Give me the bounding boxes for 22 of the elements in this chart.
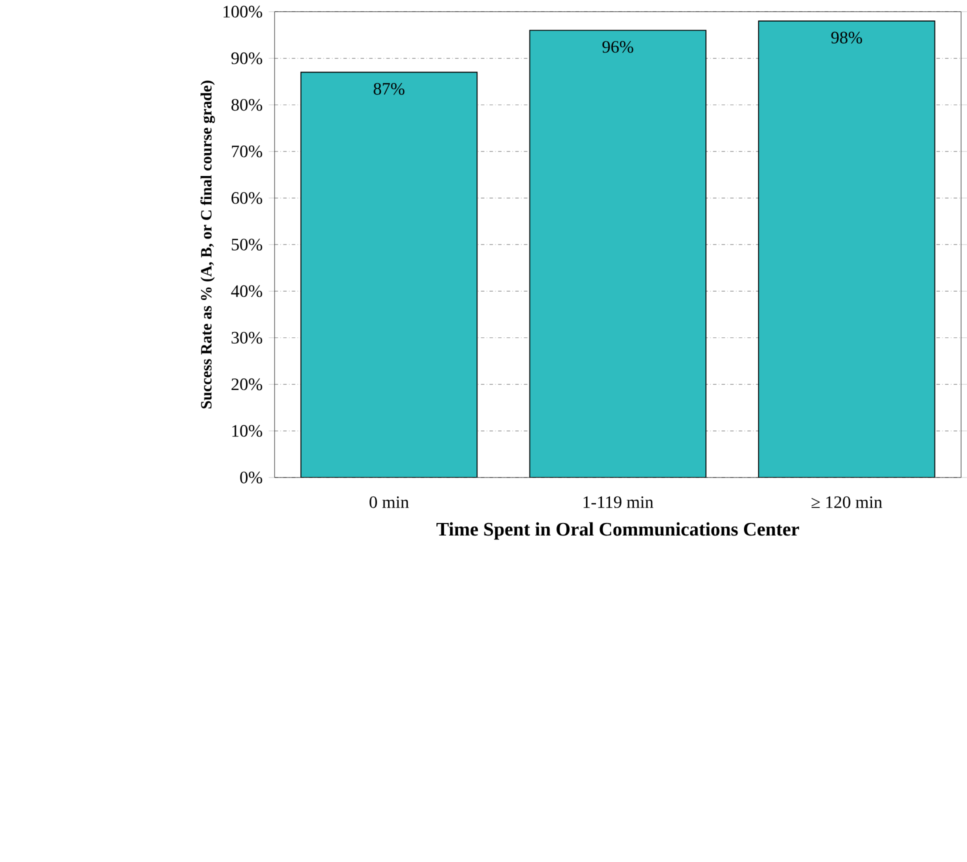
data-label: 98% bbox=[831, 32, 862, 44]
x-tick-label: 1-119 min bbox=[584, 496, 654, 508]
y-tick-label: 30% bbox=[232, 332, 262, 344]
y-tick-label: 0% bbox=[240, 472, 262, 484]
x-tick-label: 0 min bbox=[370, 496, 409, 508]
bar bbox=[758, 20, 936, 478]
y-tick-label: 90% bbox=[231, 52, 262, 64]
y-tick-label: 70% bbox=[232, 146, 262, 158]
x-axis-title: Time Spent in Oral Communications Center bbox=[436, 522, 800, 540]
y-tick-label: 50% bbox=[232, 238, 262, 251]
bar bbox=[530, 30, 706, 478]
y-tick-label: 20% bbox=[232, 378, 262, 390]
y-tick-label: 80% bbox=[231, 99, 262, 111]
y-tick-label: 10% bbox=[232, 425, 262, 437]
x-tick-label: ≥ 120 min bbox=[812, 496, 882, 508]
y-tick-label: 40% bbox=[231, 285, 262, 298]
y-axis-title: Success Rate as % (A, B, or C final course grade) bbox=[200, 80, 215, 409]
y-tick-label: 60% bbox=[232, 192, 262, 204]
data-label: 87% bbox=[374, 83, 404, 95]
y-tick-label: 100% bbox=[224, 6, 262, 18]
data-label: 96% bbox=[602, 41, 634, 53]
bar bbox=[300, 72, 478, 478]
